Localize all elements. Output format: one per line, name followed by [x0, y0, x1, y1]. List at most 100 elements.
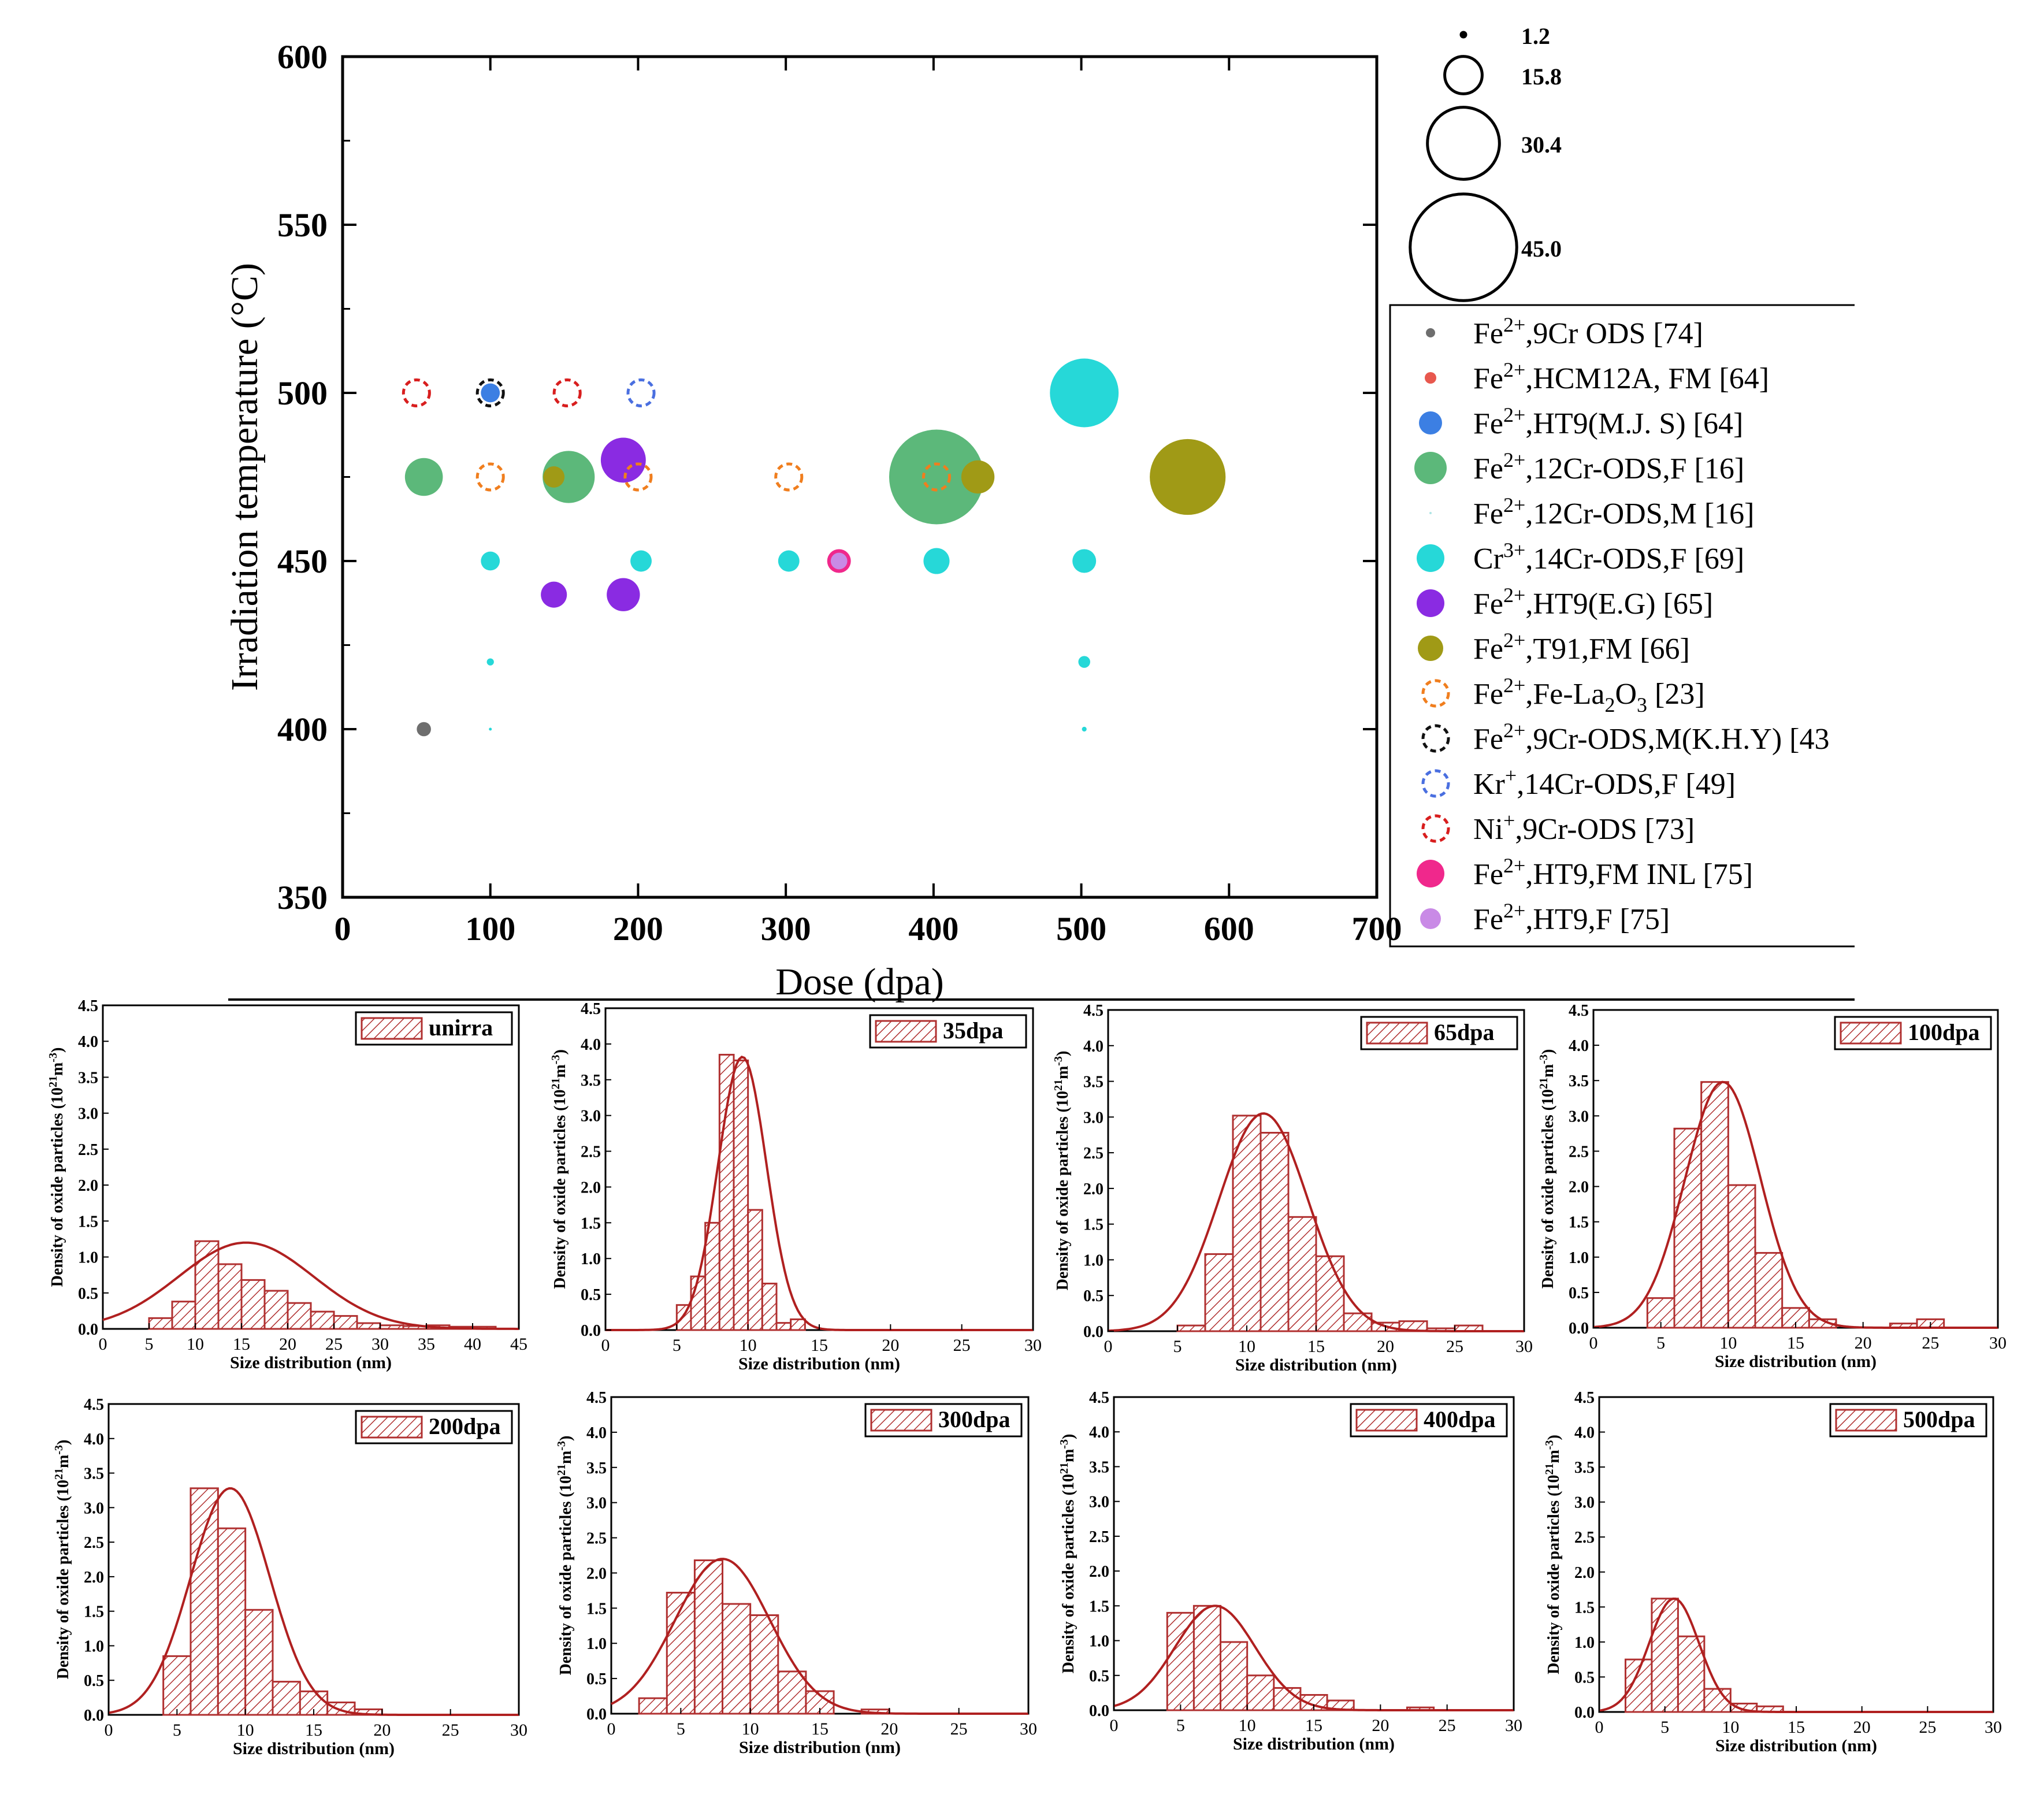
- data-point: [541, 581, 567, 608]
- x-axis-label: Size distribution (nm): [738, 1354, 900, 1373]
- x-tick-label: 25: [325, 1335, 343, 1354]
- size-legend-circle: [1426, 106, 1501, 181]
- y-axis-label: Density of oxide particles (1021m-3): [1058, 1434, 1078, 1674]
- data-point-hollow: [552, 378, 582, 408]
- x-tick-label: 500: [1056, 910, 1106, 948]
- legend-item: Fe2+,HT9,FM INL [75]: [1417, 854, 1753, 891]
- y-tick-label: 4.5: [581, 1000, 601, 1018]
- y-tick-label: 0.5: [581, 1286, 601, 1304]
- x-tick-label: 100: [465, 910, 515, 948]
- y-tick-label: 550: [277, 206, 328, 244]
- y-tick-label: 2.0: [84, 1569, 104, 1587]
- x-tick-label: 10: [1719, 1334, 1737, 1353]
- y-tick-label: 1.0: [1569, 1249, 1589, 1267]
- legend-item: Fe2+,HT9,F [75]: [1420, 899, 1670, 936]
- y-tick-label: 3.0: [1574, 1494, 1595, 1512]
- x-tick-label: 0: [1110, 1716, 1119, 1735]
- histogram-unirra: 0 5 10 15 20 25 30 35 40 45 0.0 0.5 1.0 1.5 2.0 2.5 3.0 3…: [47, 997, 527, 1372]
- histogram-bar: [190, 1487, 219, 1716]
- histogram-bar: [775, 1322, 792, 1331]
- histogram-bar: [148, 1317, 173, 1330]
- legend-marker: [1420, 908, 1441, 929]
- data-point: [481, 551, 500, 571]
- histogram-bar: [1673, 1127, 1703, 1329]
- legend-label: Fe2+,12Cr-ODS,F [16]: [1473, 448, 1744, 485]
- y-tick-label: 2.0: [586, 1565, 607, 1583]
- x-tick-label: 30: [1515, 1337, 1533, 1356]
- y-tick-label: 2.5: [1569, 1143, 1589, 1161]
- histogram-bar: [675, 1304, 692, 1331]
- fit-curve: [1593, 1080, 1998, 1329]
- legend-label: Fe2+,HT9,FM INL [75]: [1473, 854, 1753, 891]
- y-tick-label: 0.0: [1569, 1320, 1589, 1338]
- y-tick-label: 4.0: [78, 1033, 98, 1051]
- y-tick-label: 0.5: [78, 1285, 98, 1303]
- data-point-hollow: [475, 462, 505, 492]
- y-tick-label: 1.5: [1574, 1599, 1595, 1617]
- histogram-bar: [217, 1527, 247, 1716]
- histogram-bar: [310, 1310, 335, 1330]
- y-tick-label: 0.5: [1569, 1284, 1589, 1302]
- x-tick-label: 0: [335, 910, 351, 948]
- y-tick-label: 4.0: [1574, 1424, 1595, 1442]
- y-tick-label: 1.0: [78, 1249, 98, 1267]
- x-axis-label: Size distribution (nm): [1715, 1736, 1877, 1755]
- legend-label: Fe2+,9Cr ODS [74]: [1473, 313, 1703, 350]
- y-tick-label: 4.0: [1569, 1037, 1589, 1055]
- y-axis-label: Irradiation temperature (°C): [224, 263, 266, 691]
- data-point-hollow: [475, 378, 505, 408]
- x-tick-label: 25: [950, 1719, 968, 1739]
- x-tick-label: 5: [1656, 1334, 1665, 1353]
- y-tick-label: 3.5: [78, 1069, 98, 1087]
- x-tick-label: 10: [1239, 1716, 1256, 1735]
- histogram-100dpa: 0 5 10 15 20 25 30 0.0 0.5 1.0 1.5 2.0 2.5 3.0 3.5 4.0 4…: [1537, 1002, 2007, 1371]
- legend-marker: [1425, 372, 1436, 384]
- histogram-bar: [747, 1209, 763, 1331]
- x-tick-label: 0: [99, 1335, 107, 1354]
- x-tick-label: 5: [145, 1335, 154, 1354]
- legend-marker: [1417, 860, 1444, 887]
- x-axis-label: Size distribution (nm): [233, 1739, 395, 1758]
- size-legend-label: 45.0: [1521, 236, 1562, 262]
- data-point: [1150, 439, 1226, 515]
- histogram-bar: [1315, 1255, 1345, 1332]
- legend-marker: [1426, 328, 1435, 337]
- fit-curve: [605, 1056, 1033, 1331]
- data-point-hollow: [922, 462, 952, 492]
- x-tick-label: 15: [811, 1336, 828, 1355]
- y-tick-label: 0.0: [84, 1707, 104, 1725]
- legend-swatch: [1840, 1022, 1902, 1045]
- y-tick-label: 2.0: [1569, 1179, 1589, 1197]
- histogram-bar: [749, 1614, 779, 1715]
- x-tick-label: 20: [279, 1335, 296, 1354]
- histogram-bar: [1192, 1604, 1222, 1711]
- histogram-bar: [1624, 1658, 1653, 1713]
- y-tick-label: 2.0: [1089, 1563, 1109, 1581]
- y-tick-label: 0.0: [581, 1322, 601, 1340]
- panel-frame: [604, 1007, 1034, 1331]
- x-tick-label: 20: [1377, 1337, 1394, 1356]
- x-tick-label: 25: [953, 1336, 971, 1355]
- legend-label: 500dpa: [1903, 1406, 1975, 1432]
- histogram-bar: [263, 1290, 289, 1330]
- legend-label: 65dpa: [1434, 1019, 1495, 1045]
- x-tick-label: 0: [1595, 1718, 1604, 1737]
- x-tick-label: 10: [1238, 1337, 1255, 1356]
- x-tick-label: 25: [1922, 1334, 1939, 1353]
- legend-swatch: [870, 1409, 932, 1432]
- legend-item: Fe2+,T91,FM [66]: [1418, 629, 1690, 666]
- y-tick-label: 0.0: [586, 1706, 607, 1724]
- y-tick-label: 3.0: [78, 1105, 98, 1123]
- legend-item: Fe2+,HT9(E.G) [65]: [1417, 584, 1713, 621]
- legend-label: 200dpa: [429, 1413, 501, 1439]
- x-tick-label: 15: [1787, 1334, 1804, 1353]
- legend-item: Kr+,14Cr-ODS,F [49]: [1421, 764, 1736, 801]
- y-tick-label: 350: [277, 879, 328, 916]
- y-tick-label: 4.0: [1083, 1038, 1104, 1056]
- x-tick-label: 0: [601, 1336, 610, 1355]
- y-tick-label: 1.5: [1083, 1216, 1104, 1234]
- data-point: [417, 722, 431, 737]
- fit-curve: [102, 1241, 519, 1330]
- legend-label: Fe2+,HT9,F [75]: [1473, 899, 1670, 936]
- x-tick-label: 15: [1788, 1718, 1805, 1737]
